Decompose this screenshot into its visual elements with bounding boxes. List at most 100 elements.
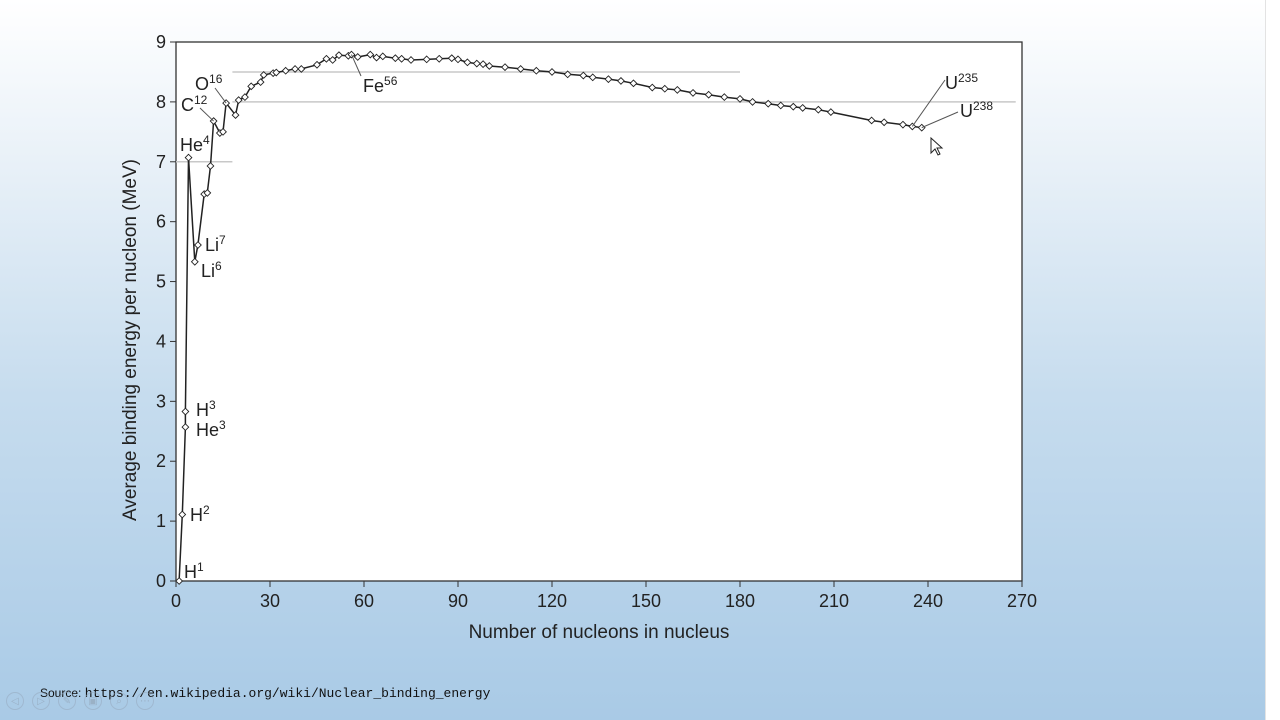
data-point-37 [407,56,415,64]
data-point-39 [435,54,444,63]
isotope-label-u238: U238 [960,99,993,121]
isotope-mass-number: 4 [203,133,210,147]
data-point-53 [604,75,613,84]
data-point-59 [689,88,697,97]
data-point-62 [736,94,744,103]
data-point-32 [366,50,375,59]
more-icon[interactable]: ⋯ [136,692,154,710]
data-point-34 [378,52,387,61]
isotope-mass-number: 1 [197,560,204,574]
y-axis-ticks: 0 1 2 3 4 5 6 7 8 9 [156,32,176,591]
isotope-mass-number: 235 [958,71,978,85]
data-point-52 [588,73,597,82]
data-point-0 [175,577,184,585]
data-point-66 [789,102,798,111]
pen-icon[interactable]: ✎ [58,692,76,710]
data-point-16 [240,93,249,102]
isotope-symbol: Li [201,261,215,281]
data-point-27 [328,56,337,64]
isotope-symbol: H [184,562,197,582]
data-point-49 [548,68,556,76]
data-point-1 [178,510,187,519]
vertical-scrollbar[interactable] [1265,0,1280,720]
isotope-label-h1: H1 [184,560,204,582]
leader-u238 [921,111,959,129]
source-url[interactable]: https://en.wikipedia.org/wiki/Nuclear_bi… [84,686,491,701]
data-point-8 [203,188,212,197]
leader-u235 [911,79,946,127]
data-point-50 [563,70,572,79]
x-tick-label-2: 60 [354,591,374,611]
x-tick-label-4: 120 [537,591,567,611]
isotope-label-u235: U235 [945,71,978,93]
data-point-33 [372,53,381,62]
isotope-symbol: Li [205,235,219,255]
data-point-2 [181,423,190,432]
data-point-25 [313,60,321,69]
mouse-cursor-icon [930,136,944,156]
isotope-mass-number: 56 [384,74,398,88]
next-icon[interactable]: ▷ [32,692,50,710]
plot-area [175,41,1023,582]
data-point-43 [472,59,481,68]
data-point-42 [463,58,472,67]
isotope-mass-number: 12 [194,93,208,107]
isotope-label-c12: C12 [181,93,208,115]
data-point-69 [826,108,835,117]
data-point-23 [291,65,300,73]
y-tick-label-0: 0 [156,571,166,591]
isotope-label-h2: H2 [190,503,210,525]
slides-icon[interactable]: ▣ [84,692,102,710]
leader-fe56 [351,54,362,77]
isotope-mass-number: 16 [209,72,223,86]
data-point-28 [334,51,343,60]
isotope-label-fe56: Fe56 [363,74,398,96]
data-point-12 [219,127,227,136]
isotope-symbol: H [190,505,203,525]
x-tick-label-3: 90 [448,591,468,611]
data-point-48 [532,66,541,75]
x-tick-label-8: 240 [913,591,943,611]
slideshow-controls: ◁ ▷ ✎ ▣ ⌕ ⋯ [6,692,154,712]
data-point-14 [231,111,240,120]
isotope-label-he3: He3 [196,418,226,440]
isotope-mass-number: 3 [219,418,226,432]
isotope-symbol: He [196,420,219,440]
x-axis-ticks: 0 30 60 90 120 150 180 210 240 270 [171,581,1037,611]
isotope-mass-number: 7 [219,233,226,247]
data-point-46 [501,63,509,72]
y-tick-label-7: 7 [156,152,166,172]
data-point-9 [206,162,215,170]
y-tick-label-3: 3 [156,391,166,411]
data-point-45 [485,62,494,70]
data-point-4 [184,153,193,162]
x-tick-label-6: 180 [725,591,755,611]
data-point-63 [748,97,757,106]
y-tick-label-9: 9 [156,32,166,52]
data-point-68 [814,105,823,114]
data-point-54 [616,76,625,85]
isotope-label-o16: O16 [195,72,223,94]
zoom-icon[interactable]: ⌕ [110,692,128,710]
data-markers [175,50,926,585]
data-point-26 [322,54,331,63]
x-axis-title: Number of nucleons in nucleus [469,622,730,643]
isotope-label-li7: Li7 [205,233,226,255]
y-tick-label-4: 4 [156,331,166,351]
data-point-56 [648,83,657,92]
y-tick-label-8: 8 [156,92,166,112]
data-point-15 [234,96,243,105]
isotope-symbol: U [960,101,973,121]
previous-icon[interactable]: ◁ [6,692,24,710]
data-point-18 [256,78,265,87]
data-point-41 [454,55,462,64]
isotope-symbol: O [195,74,209,94]
isotope-symbol: Fe [363,76,384,96]
isotope-mass-number: 3 [209,398,216,412]
data-point-6 [193,241,202,249]
data-point-65 [776,101,785,110]
data-point-21 [272,68,281,77]
